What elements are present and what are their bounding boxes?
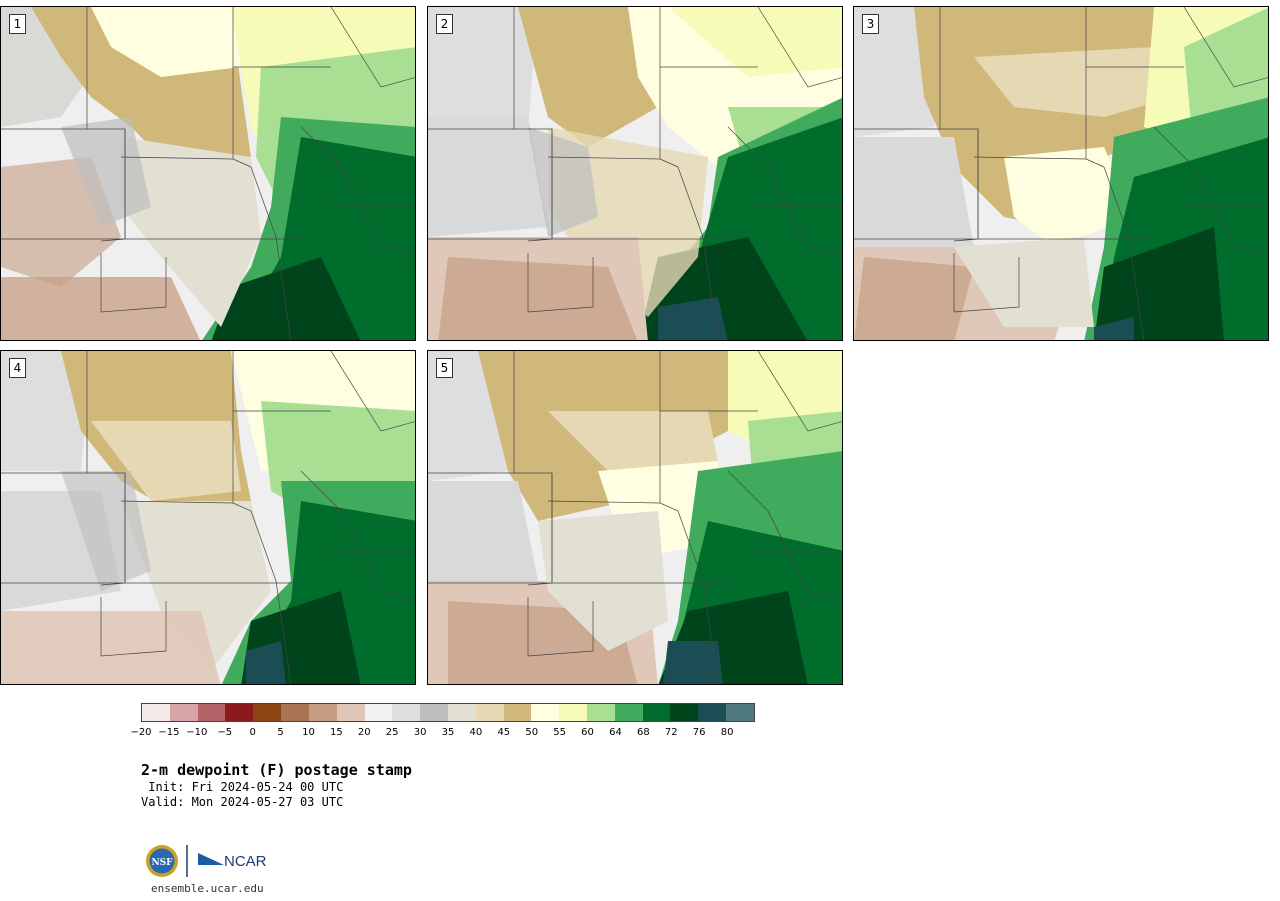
colorbar-swatch [614, 704, 643, 721]
panel-number-label: 2 [436, 14, 453, 34]
panel-number-label: 4 [9, 358, 26, 378]
colorbar-tick-label: 35 [441, 727, 455, 738]
valid-time: Valid: Mon 2024-05-27 03 UTC [141, 795, 344, 809]
colorbar-tick-label: −10 [186, 727, 208, 738]
dewpoint-map-3 [854, 7, 1268, 340]
panel-number-label: 3 [862, 14, 879, 34]
colorbar-swatch [559, 704, 587, 721]
colorbar-swatch [531, 704, 560, 721]
colorbar-tick-label: −15 [158, 727, 180, 738]
colorbar-tick-label: 15 [329, 727, 343, 738]
ncar-logo-text: NCAR [224, 853, 267, 870]
colorbar-swatch [336, 704, 365, 721]
stamp-panel-3[interactable]: 3 [853, 6, 1269, 341]
dewpoint-map-1 [1, 7, 415, 340]
panel-number-label: 1 [9, 14, 26, 34]
colorbar-swatch [308, 704, 337, 721]
colorbar-tick-label: 68 [636, 727, 650, 738]
colorbar-tick-label: 10 [302, 727, 315, 738]
colorbar [141, 703, 755, 722]
colorbar-tick-label: 60 [581, 727, 594, 738]
nsf-ncar-logo: NSF NCAR [146, 845, 267, 877]
stamp-panel-2[interactable]: 2 [427, 6, 843, 341]
colorbar-swatch [698, 704, 727, 721]
colorbar-swatch [475, 704, 504, 721]
colorbar-tick-label: −20 [130, 727, 152, 738]
colorbar-tick-label: 80 [720, 727, 734, 738]
colorbar-swatch [642, 704, 671, 721]
init-time: Init: Fri 2024-05-24 00 UTC [141, 780, 344, 794]
colorbar-swatch [392, 704, 421, 721]
colorbar-tick-label: 45 [497, 727, 511, 738]
colorbar-ticks: −20 −15 −10 −5 0 5 10 15 20 25 30 35 40 45 50 55 60 64 68 7… [130, 727, 755, 741]
colorbar-tick-label: 64 [609, 727, 622, 738]
colorbar-swatch [364, 704, 393, 721]
panel-number-label: 5 [436, 358, 453, 378]
colorbar-tick-label: 25 [385, 727, 399, 738]
colorbar-swatch [587, 704, 615, 721]
colorbar-tick-label: 72 [664, 727, 678, 738]
colorbar-swatch [420, 704, 448, 721]
colorbar-tick-label: 20 [357, 727, 371, 738]
stamp-panel-1[interactable]: 1 [0, 6, 416, 341]
colorbar-swatch [225, 704, 254, 721]
colorbar-swatch [281, 704, 309, 721]
colorbar-swatch [447, 704, 476, 721]
site-url[interactable]: ensemble.ucar.edu [151, 882, 264, 895]
page-title: 2-m dewpoint (F) postage stamp [141, 761, 412, 779]
colorbar-swatch [169, 704, 198, 721]
colorbar-swatch [197, 704, 226, 721]
colorbar-tick-label: 5 [277, 727, 284, 738]
dewpoint-map-2 [428, 7, 842, 340]
colorbar-swatch [670, 704, 699, 721]
colorbar-swatch [726, 704, 754, 721]
dewpoint-map-5 [428, 351, 842, 684]
colorbar-tick-label: 30 [413, 727, 427, 738]
colorbar-tick-label: 76 [692, 727, 706, 738]
stamp-panel-4[interactable]: 4 [0, 350, 416, 685]
stamp-panel-5[interactable]: 5 [427, 350, 843, 685]
colorbar-tick-label: 0 [249, 727, 256, 738]
colorbar-tick-label: 55 [553, 727, 566, 738]
colorbar-tick-label: 40 [469, 727, 483, 738]
dewpoint-map-4 [1, 351, 415, 684]
nsf-logo-text: NSF [151, 858, 173, 868]
colorbar-swatch [142, 704, 170, 721]
colorbar-tick-label: 50 [525, 727, 539, 738]
colorbar-tick-label: −5 [217, 727, 233, 738]
colorbar-swatch [503, 704, 532, 721]
colorbar-swatch [253, 704, 282, 721]
